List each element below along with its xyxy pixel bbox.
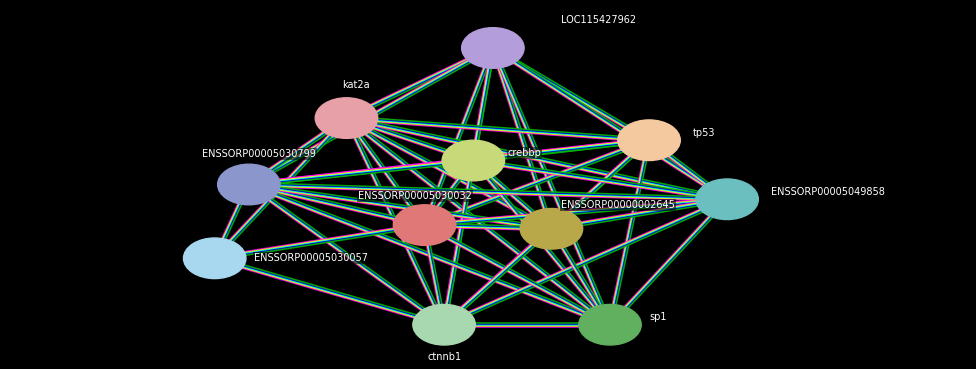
Text: ENSSORP00005030032: ENSSORP00005030032 [358,191,471,201]
Ellipse shape [315,98,378,138]
Ellipse shape [393,205,456,245]
Ellipse shape [462,28,524,68]
Ellipse shape [218,164,280,205]
Ellipse shape [579,304,641,345]
Text: LOC115427962: LOC115427962 [561,15,636,25]
Ellipse shape [618,120,680,161]
Text: ENSSORP00005030799: ENSSORP00005030799 [202,149,315,159]
Text: ENSSORP00005049858: ENSSORP00005049858 [771,187,885,197]
Text: kat2a: kat2a [343,80,370,90]
Text: crebbp: crebbp [508,148,542,158]
Text: ctnnb1: ctnnb1 [427,352,461,362]
Ellipse shape [413,304,475,345]
Ellipse shape [183,238,246,279]
Text: sp1: sp1 [649,312,667,323]
Ellipse shape [442,140,505,181]
Text: tp53: tp53 [693,128,715,138]
Ellipse shape [520,208,583,249]
Ellipse shape [696,179,758,220]
Text: ENSSORP00000002645: ENSSORP00000002645 [561,200,675,210]
Text: ENSSORP00005030057: ENSSORP00005030057 [254,253,368,263]
